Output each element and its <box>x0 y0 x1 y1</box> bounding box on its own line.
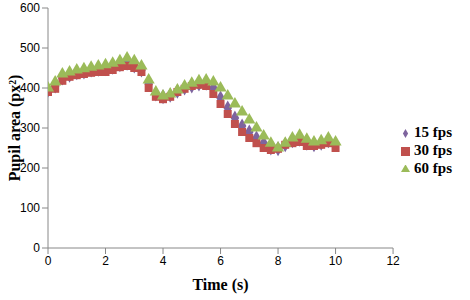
svg-text:10: 10 <box>329 254 343 268</box>
svg-text:2: 2 <box>102 254 109 268</box>
html-text:60 fps: 60 fps <box>414 160 452 176</box>
svg-text:200: 200 <box>20 161 40 175</box>
svg-text:500: 500 <box>20 41 40 55</box>
svg-text:0: 0 <box>33 241 40 255</box>
svg-text:Pupil area (px²): Pupil area (px²) <box>8 75 24 182</box>
svg-text:12: 12 <box>386 254 400 268</box>
svg-text:4: 4 <box>160 254 167 268</box>
svg-text:8: 8 <box>275 254 282 268</box>
svg-text:6: 6 <box>217 254 224 268</box>
html-text:15 fps: 15 fps <box>414 124 452 140</box>
html-text:30 fps: 30 fps <box>414 142 452 158</box>
svg-text:300: 300 <box>20 121 40 135</box>
svg-text:Time (s): Time (s) <box>192 276 248 294</box>
svg-text:600: 600 <box>20 1 40 15</box>
svg-text:100: 100 <box>20 201 40 215</box>
svg-text:400: 400 <box>20 81 40 95</box>
svg-text:0: 0 <box>45 254 52 268</box>
